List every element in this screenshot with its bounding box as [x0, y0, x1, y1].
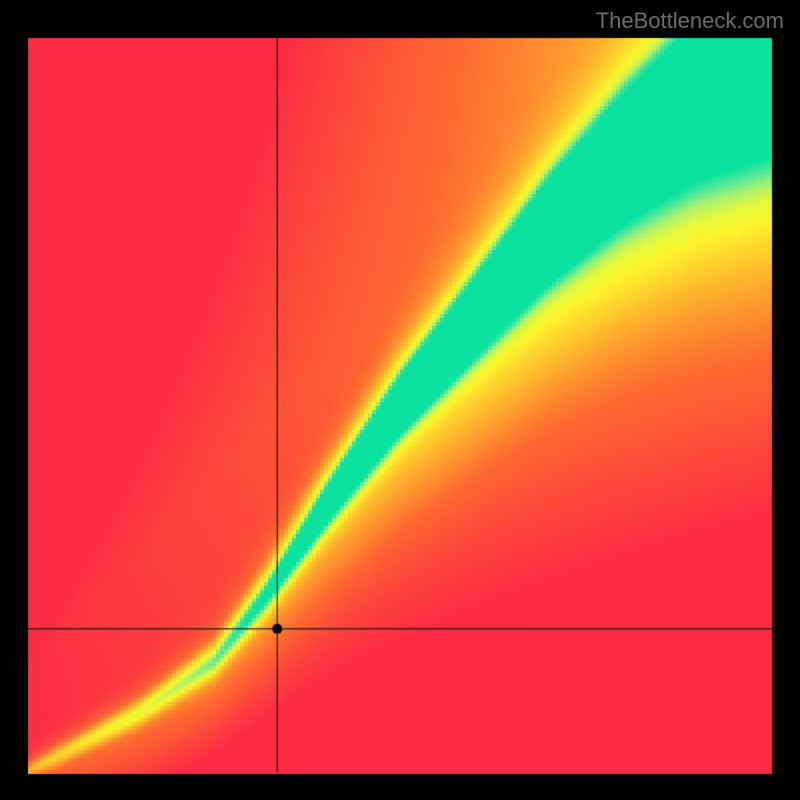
heatmap-container: TheBottleneck.com [0, 0, 800, 800]
bottleneck-heatmap [0, 0, 800, 800]
watermark-text: TheBottleneck.com [596, 8, 784, 34]
